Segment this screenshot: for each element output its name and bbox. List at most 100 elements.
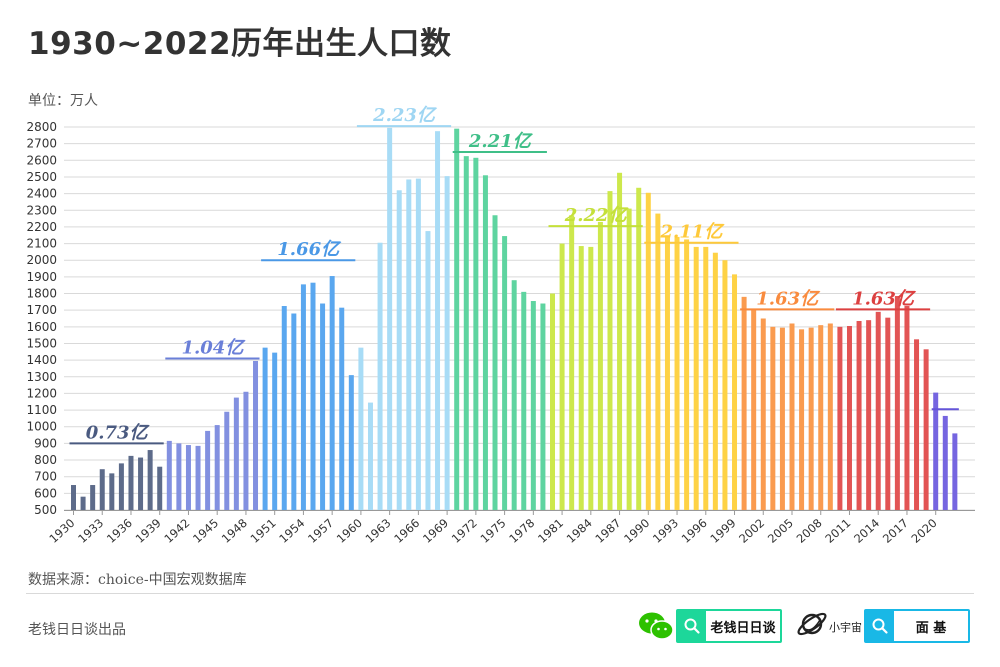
bar [550,293,555,510]
y-tick-label: 1800 [26,287,57,301]
bar [588,246,594,511]
bar [233,397,239,510]
decade-total-label: 1.66亿 [277,239,342,260]
y-tick-label: 2200 [26,220,57,234]
bar [885,317,891,510]
bar [147,450,153,510]
bar [320,303,326,510]
y-tick-label: 2600 [26,153,57,167]
search-icon [678,611,706,641]
y-tick-label: 1300 [26,370,57,384]
bar [636,187,642,510]
bar [281,306,287,510]
x-tick-label: 1963 [363,516,394,546]
bar [195,445,201,510]
bar [444,176,450,511]
bar [99,469,105,510]
x-tick-label: 1933 [75,516,106,546]
bar [741,296,747,510]
bar [866,320,872,510]
bar [166,440,172,510]
bar [617,172,623,511]
bar [760,318,766,510]
x-tick-label: 1939 [133,516,164,546]
bar [128,455,134,510]
y-tick-label: 800 [34,453,57,467]
y-tick-label: 1400 [26,353,57,367]
decade-total-label: 2.22亿 [564,205,630,226]
x-tick-label: 2014 [851,516,882,546]
bar [387,127,393,510]
bar [530,301,536,510]
bar [942,415,948,510]
podcast-search-box[interactable]: 面 基 [864,609,970,643]
bar [846,325,852,510]
bar [415,178,421,510]
bar [703,246,709,511]
y-tick-label: 1700 [26,303,57,317]
bar [856,320,862,510]
bar [109,473,115,510]
x-tick-label: 1960 [334,516,365,546]
bar [406,179,412,510]
x-tick-label: 1945 [190,516,221,546]
bar [80,496,86,510]
bar [904,306,910,510]
bar [138,457,144,510]
x-tick-label: 1972 [449,516,480,546]
bar [597,221,603,510]
x-tick-label: 1942 [161,516,192,546]
bar [914,339,920,510]
bar [272,352,278,510]
bar [693,246,699,511]
bar [827,323,833,510]
y-tick-label: 2500 [26,170,57,184]
bar [205,430,211,510]
bar [933,392,939,510]
bar [923,349,929,510]
x-tick-label: 2011 [822,516,853,546]
y-tick-label: 1000 [26,420,57,434]
bar [521,291,527,510]
bar [808,327,814,510]
x-tick-label: 2005 [765,516,796,546]
x-tick-label: 1948 [219,516,250,546]
bar [818,325,824,510]
page-title: 1930~2022历年出生人口数 [28,26,452,62]
wechat-icon[interactable] [637,611,675,641]
x-tick-label: 2002 [736,516,767,546]
footer-divider [26,593,974,594]
bar [655,213,661,510]
y-tick-label: 900 [34,436,57,450]
y-tick-label: 600 [34,486,57,500]
bar [253,360,259,510]
bar [540,303,546,510]
bar [118,463,124,510]
bar [674,236,680,510]
x-tick-label: 1981 [535,516,566,546]
xiaoyuzhou-logo-icon[interactable] [795,607,829,641]
bar [425,231,431,510]
bar [377,242,383,510]
bar [90,485,96,510]
search-icon [866,611,894,641]
bar [348,375,354,510]
bar [770,326,776,510]
bar [482,175,488,510]
bar [626,208,632,511]
x-tick-label: 1930 [46,516,77,546]
wechat-search-box[interactable]: 老钱日日谈 [676,609,782,643]
unit-label: 单位：万人 [28,93,98,109]
y-tick-label: 1200 [26,386,57,400]
x-tick-label: 1987 [592,516,623,546]
brand-label: 小宇宙 [829,621,862,634]
x-tick-label: 1969 [420,516,451,546]
y-tick-label: 1600 [26,320,57,334]
bar [511,280,517,510]
y-tick-label: 700 [34,470,57,484]
y-tick-label: 1900 [26,270,57,284]
bar [578,246,584,510]
bar [463,156,469,511]
bar [71,485,76,510]
bar [367,402,373,510]
